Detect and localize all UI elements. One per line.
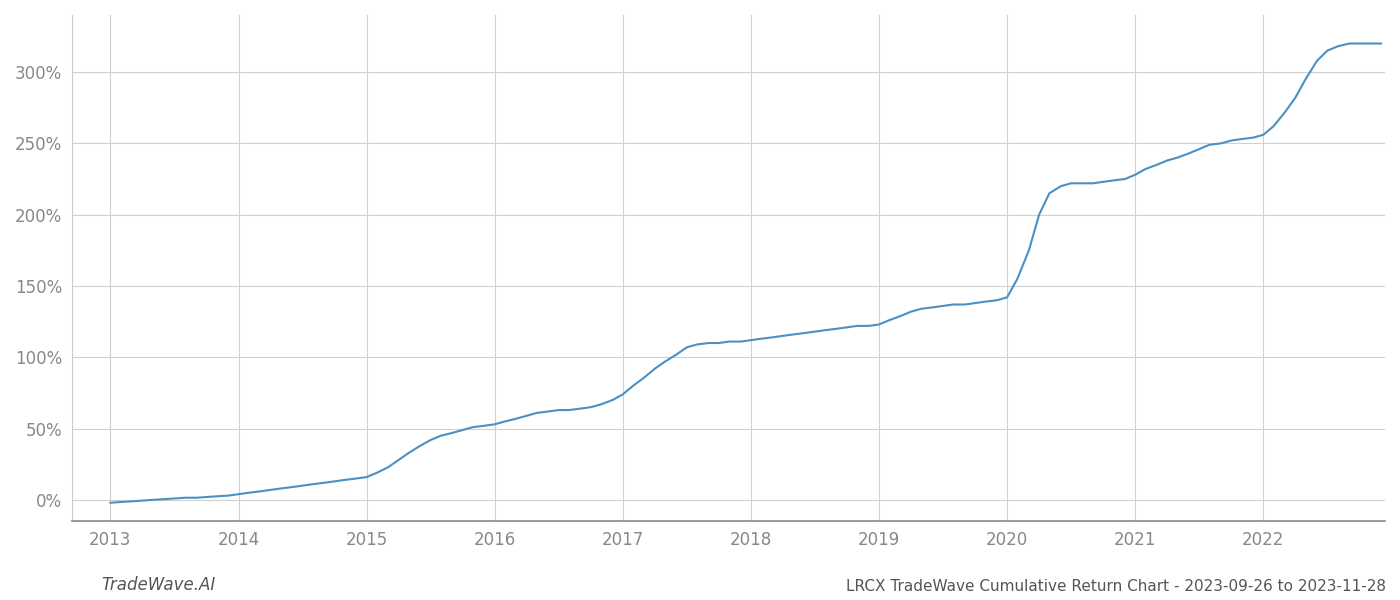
- Text: TradeWave.AI: TradeWave.AI: [101, 576, 216, 594]
- Text: LRCX TradeWave Cumulative Return Chart - 2023-09-26 to 2023-11-28: LRCX TradeWave Cumulative Return Chart -…: [846, 579, 1386, 594]
